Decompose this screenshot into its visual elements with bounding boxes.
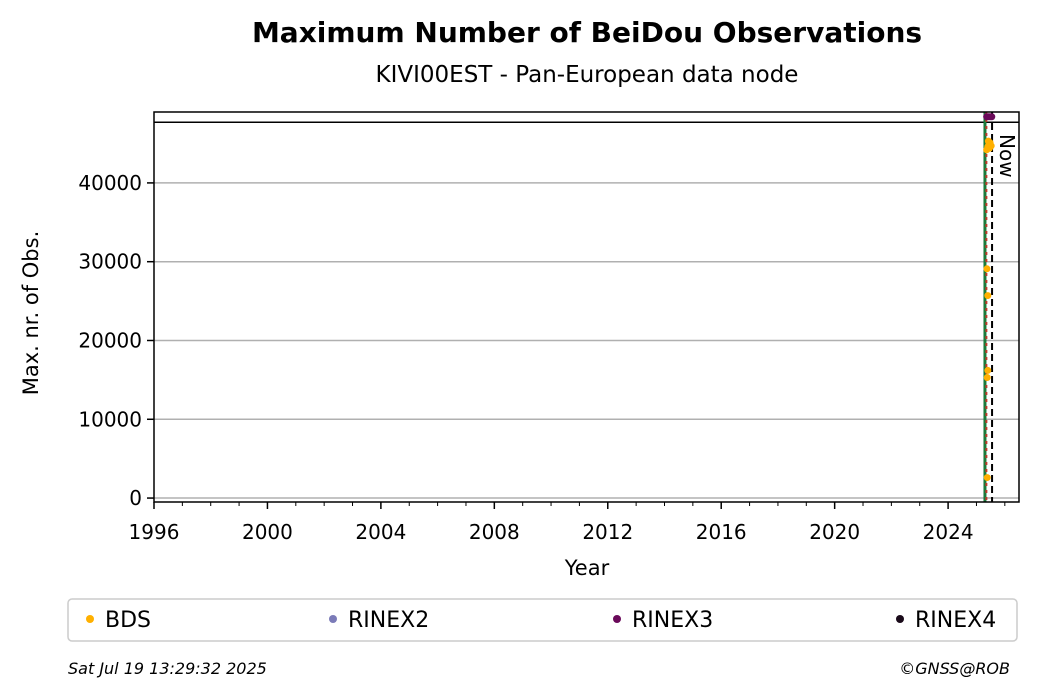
- legend-box: [67, 598, 1018, 642]
- x-tick-label: 2024: [923, 520, 974, 544]
- x-tick-label: 1996: [129, 520, 180, 544]
- legend-marker-rinex2: [329, 615, 337, 623]
- x-axis-label: Year: [564, 556, 610, 580]
- x-tick-label: 2020: [809, 520, 860, 544]
- footer-credit: ©GNSS@ROB: [899, 659, 1010, 678]
- x-tick-label: 2000: [242, 520, 293, 544]
- legend-label-bds: BDS: [105, 608, 151, 633]
- legend: BDS RINEX2 RINEX3 RINEX4: [67, 598, 1018, 642]
- data-points: [983, 113, 996, 482]
- data-point-bds: [983, 474, 991, 482]
- x-tick-label: 2004: [355, 520, 406, 544]
- legend-marker-rinex4: [896, 615, 904, 623]
- chart-title: Maximum Number of BeiDou Observations: [252, 16, 922, 49]
- plot-frame: [153, 111, 1020, 503]
- data-point-bds: [983, 265, 991, 273]
- data-point-rinex3: [988, 113, 996, 121]
- y-tick-label: 0: [129, 486, 142, 510]
- y-tick-label: 20000: [78, 328, 142, 352]
- legend-label-rinex3: RINEX3: [632, 608, 713, 633]
- data-point-bds: [984, 137, 992, 145]
- y-tick-label: 10000: [78, 407, 142, 431]
- footer-timestamp: Sat Jul 19 13:29:32 2025: [68, 659, 267, 678]
- legend-label-rinex2: RINEX2: [348, 608, 429, 633]
- now-label: Now: [995, 134, 1019, 178]
- y-tick-label: 30000: [78, 250, 142, 274]
- x-tick-label: 2012: [582, 520, 633, 544]
- grid-lines: [154, 182, 1019, 499]
- x-tick-label: 2008: [469, 520, 520, 544]
- data-point-bds: [984, 292, 992, 300]
- x-tick-label: 2016: [696, 520, 747, 544]
- y-axis-label: Max. nr. of Obs.: [19, 231, 43, 396]
- data-point-bds: [983, 374, 991, 382]
- y-tick-label: 40000: [78, 171, 142, 195]
- reference-lines: Now: [154, 112, 1019, 502]
- data-point-bds: [984, 366, 992, 374]
- axes: 0 10000 20000 30000 40000 1996 2000 2004 2008 201…: [78, 111, 1020, 544]
- legend-marker-rinex3: [613, 615, 621, 623]
- data-point-bds: [986, 144, 994, 152]
- legend-label-rinex4: RINEX4: [915, 608, 996, 633]
- chart-subtitle: KIVI00EST - Pan-European data node: [376, 62, 799, 88]
- legend-marker-bds: [86, 615, 94, 623]
